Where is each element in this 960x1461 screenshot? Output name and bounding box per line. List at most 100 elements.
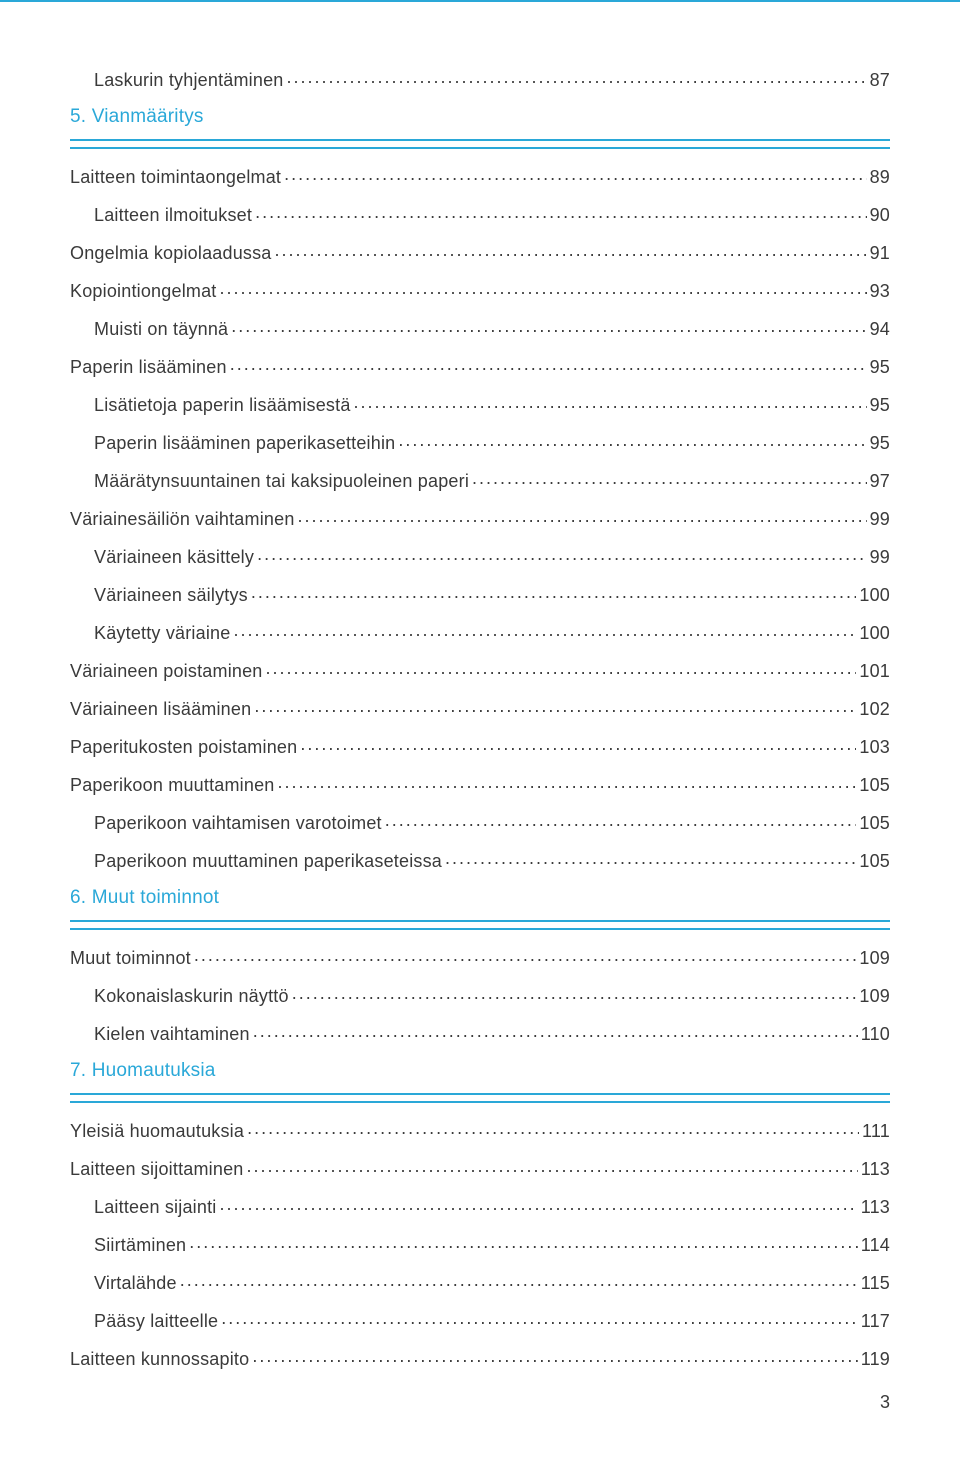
toc-row: Väriaineen poistaminen 101 <box>70 659 890 680</box>
toc-page-number: 99 <box>870 510 890 528</box>
toc-page-number: 102 <box>859 700 890 718</box>
toc-row: Laitteen sijainti113 <box>70 1195 890 1216</box>
toc-page-number: 111 <box>862 1122 890 1140</box>
toc-row: Laskurin tyhjentäminen87 <box>70 68 890 89</box>
toc-row: Paperikoon muuttaminen105 <box>70 773 890 794</box>
toc-row: Kielen vaihtaminen110 <box>70 1022 890 1043</box>
section-rule <box>70 920 890 930</box>
toc-leader <box>247 1157 858 1175</box>
toc-label: Käytetty väriaine <box>94 624 230 642</box>
toc-leader <box>219 1195 857 1213</box>
toc-leader <box>253 1022 858 1040</box>
toc-leader <box>251 583 856 601</box>
toc-leader <box>257 545 866 563</box>
toc-label: Kielen vaihtaminen <box>94 1025 250 1043</box>
toc-label: Paperin lisääminen paperikasetteihin <box>94 434 395 452</box>
toc-leader <box>385 811 857 829</box>
toc-leader <box>472 469 867 487</box>
toc-leader <box>278 773 857 791</box>
toc-page-number: 89 <box>870 168 890 186</box>
toc-page-number: 100 <box>859 624 890 642</box>
section-heading: 6. Muut toiminnot <box>70 887 890 909</box>
toc-label: Paperikoon muuttaminen paperikaseteissa <box>94 852 442 870</box>
toc-row: Pääsy laitteelle 117 <box>70 1309 890 1330</box>
toc-leader <box>275 241 867 259</box>
toc-leader <box>254 697 856 715</box>
toc-page-number: 114 <box>861 1236 890 1254</box>
toc-page: Laskurin tyhjentäminen875. VianmääritysL… <box>0 0 960 1368</box>
toc-label: Yleisiä huomautuksia <box>70 1122 244 1140</box>
toc-leader <box>354 393 867 411</box>
toc-leader <box>300 735 856 753</box>
toc-row: Lisätietoja paperin lisäämisestä 95 <box>70 393 890 414</box>
toc-label: Kopiointiongelmat <box>70 282 217 300</box>
toc-row: Paperikoon vaihtamisen varotoimet105 <box>70 811 890 832</box>
toc-row: Kokonaislaskurin näyttö 109 <box>70 984 890 1005</box>
toc-row: Väriaineen säilytys 100 <box>70 583 890 604</box>
toc-page-number: 90 <box>870 206 890 224</box>
toc-page-number: 105 <box>859 852 890 870</box>
toc-page-number: 109 <box>859 949 890 967</box>
toc-row: Väriainesäiliön vaihtaminen 99 <box>70 507 890 528</box>
toc-label: Kokonaislaskurin näyttö <box>94 987 289 1005</box>
toc-row: Kopiointiongelmat 93 <box>70 279 890 300</box>
toc-page-number: 94 <box>870 320 890 338</box>
toc-label: Laskurin tyhjentäminen <box>94 71 284 89</box>
toc-leader <box>292 984 857 1002</box>
toc-row: Laitteen kunnossapito119 <box>70 1347 890 1368</box>
toc-row: Ongelmia kopiolaadussa91 <box>70 241 890 262</box>
toc-leader <box>266 659 857 677</box>
toc-page-number: 109 <box>859 987 890 1005</box>
toc-label: Paperikoon muuttaminen <box>70 776 275 794</box>
toc-label: Laitteen toimintaongelmat <box>70 168 281 186</box>
toc-page-number: 100 <box>859 586 890 604</box>
toc-leader <box>255 203 866 221</box>
section-rule <box>70 139 890 149</box>
toc-label: Väriaineen käsittely <box>94 548 254 566</box>
toc-label: Virtalähde <box>94 1274 177 1292</box>
toc-label: Väriaineen poistaminen <box>70 662 263 680</box>
toc-label: Paperin lisääminen <box>70 358 227 376</box>
toc-leader <box>445 849 856 867</box>
toc-leader <box>284 165 866 183</box>
toc-page-number: 119 <box>861 1350 890 1368</box>
toc-label: Lisätietoja paperin lisäämisestä <box>94 396 351 414</box>
toc-row: Paperin lisääminen 95 <box>70 355 890 376</box>
toc-page-number: 95 <box>870 358 890 376</box>
toc-row: Siirtäminen 114 <box>70 1233 890 1254</box>
toc-page-number: 93 <box>870 282 890 300</box>
toc-leader <box>194 946 857 964</box>
section-rule <box>70 1093 890 1103</box>
toc-label: Väriaineen lisääminen <box>70 700 251 718</box>
toc-row: Laitteen sijoittaminen 113 <box>70 1157 890 1178</box>
toc-row: Laitteen toimintaongelmat 89 <box>70 165 890 186</box>
toc-page-number: 91 <box>870 244 890 262</box>
toc-label: Laitteen ilmoitukset <box>94 206 252 224</box>
toc-row: Paperitukosten poistaminen103 <box>70 735 890 756</box>
toc-label: Väriainesäiliön vaihtaminen <box>70 510 295 528</box>
toc-row: Paperikoon muuttaminen paperikaseteissa 1… <box>70 849 890 870</box>
toc-label: Pääsy laitteelle <box>94 1312 218 1330</box>
toc-row: Määrätynsuuntainen tai kaksipuoleinen pa… <box>70 469 890 490</box>
toc-label: Väriaineen säilytys <box>94 586 248 604</box>
toc-leader <box>231 317 866 335</box>
toc-label: Määrätynsuuntainen tai kaksipuoleinen pa… <box>94 472 469 490</box>
toc-label: Muisti on täynnä <box>94 320 228 338</box>
toc-row: Yleisiä huomautuksia 111 <box>70 1119 890 1140</box>
toc-leader <box>287 68 867 86</box>
toc-row: Muut toiminnot 109 <box>70 946 890 967</box>
toc-leader <box>233 621 856 639</box>
toc-label: Paperitukosten poistaminen <box>70 738 297 756</box>
toc-label: Siirtäminen <box>94 1236 186 1254</box>
toc-leader <box>398 431 866 449</box>
toc-leader <box>220 279 867 297</box>
toc-page-number: 101 <box>859 662 890 680</box>
toc-leader <box>180 1271 858 1289</box>
toc-label: Laitteen sijoittaminen <box>70 1160 244 1178</box>
toc-leader <box>247 1119 859 1137</box>
toc-page-number: 117 <box>861 1312 890 1330</box>
toc-page-number: 113 <box>861 1160 890 1178</box>
toc-page-number: 99 <box>870 548 890 566</box>
toc-page-number: 95 <box>870 396 890 414</box>
toc-label: Muut toiminnot <box>70 949 191 967</box>
